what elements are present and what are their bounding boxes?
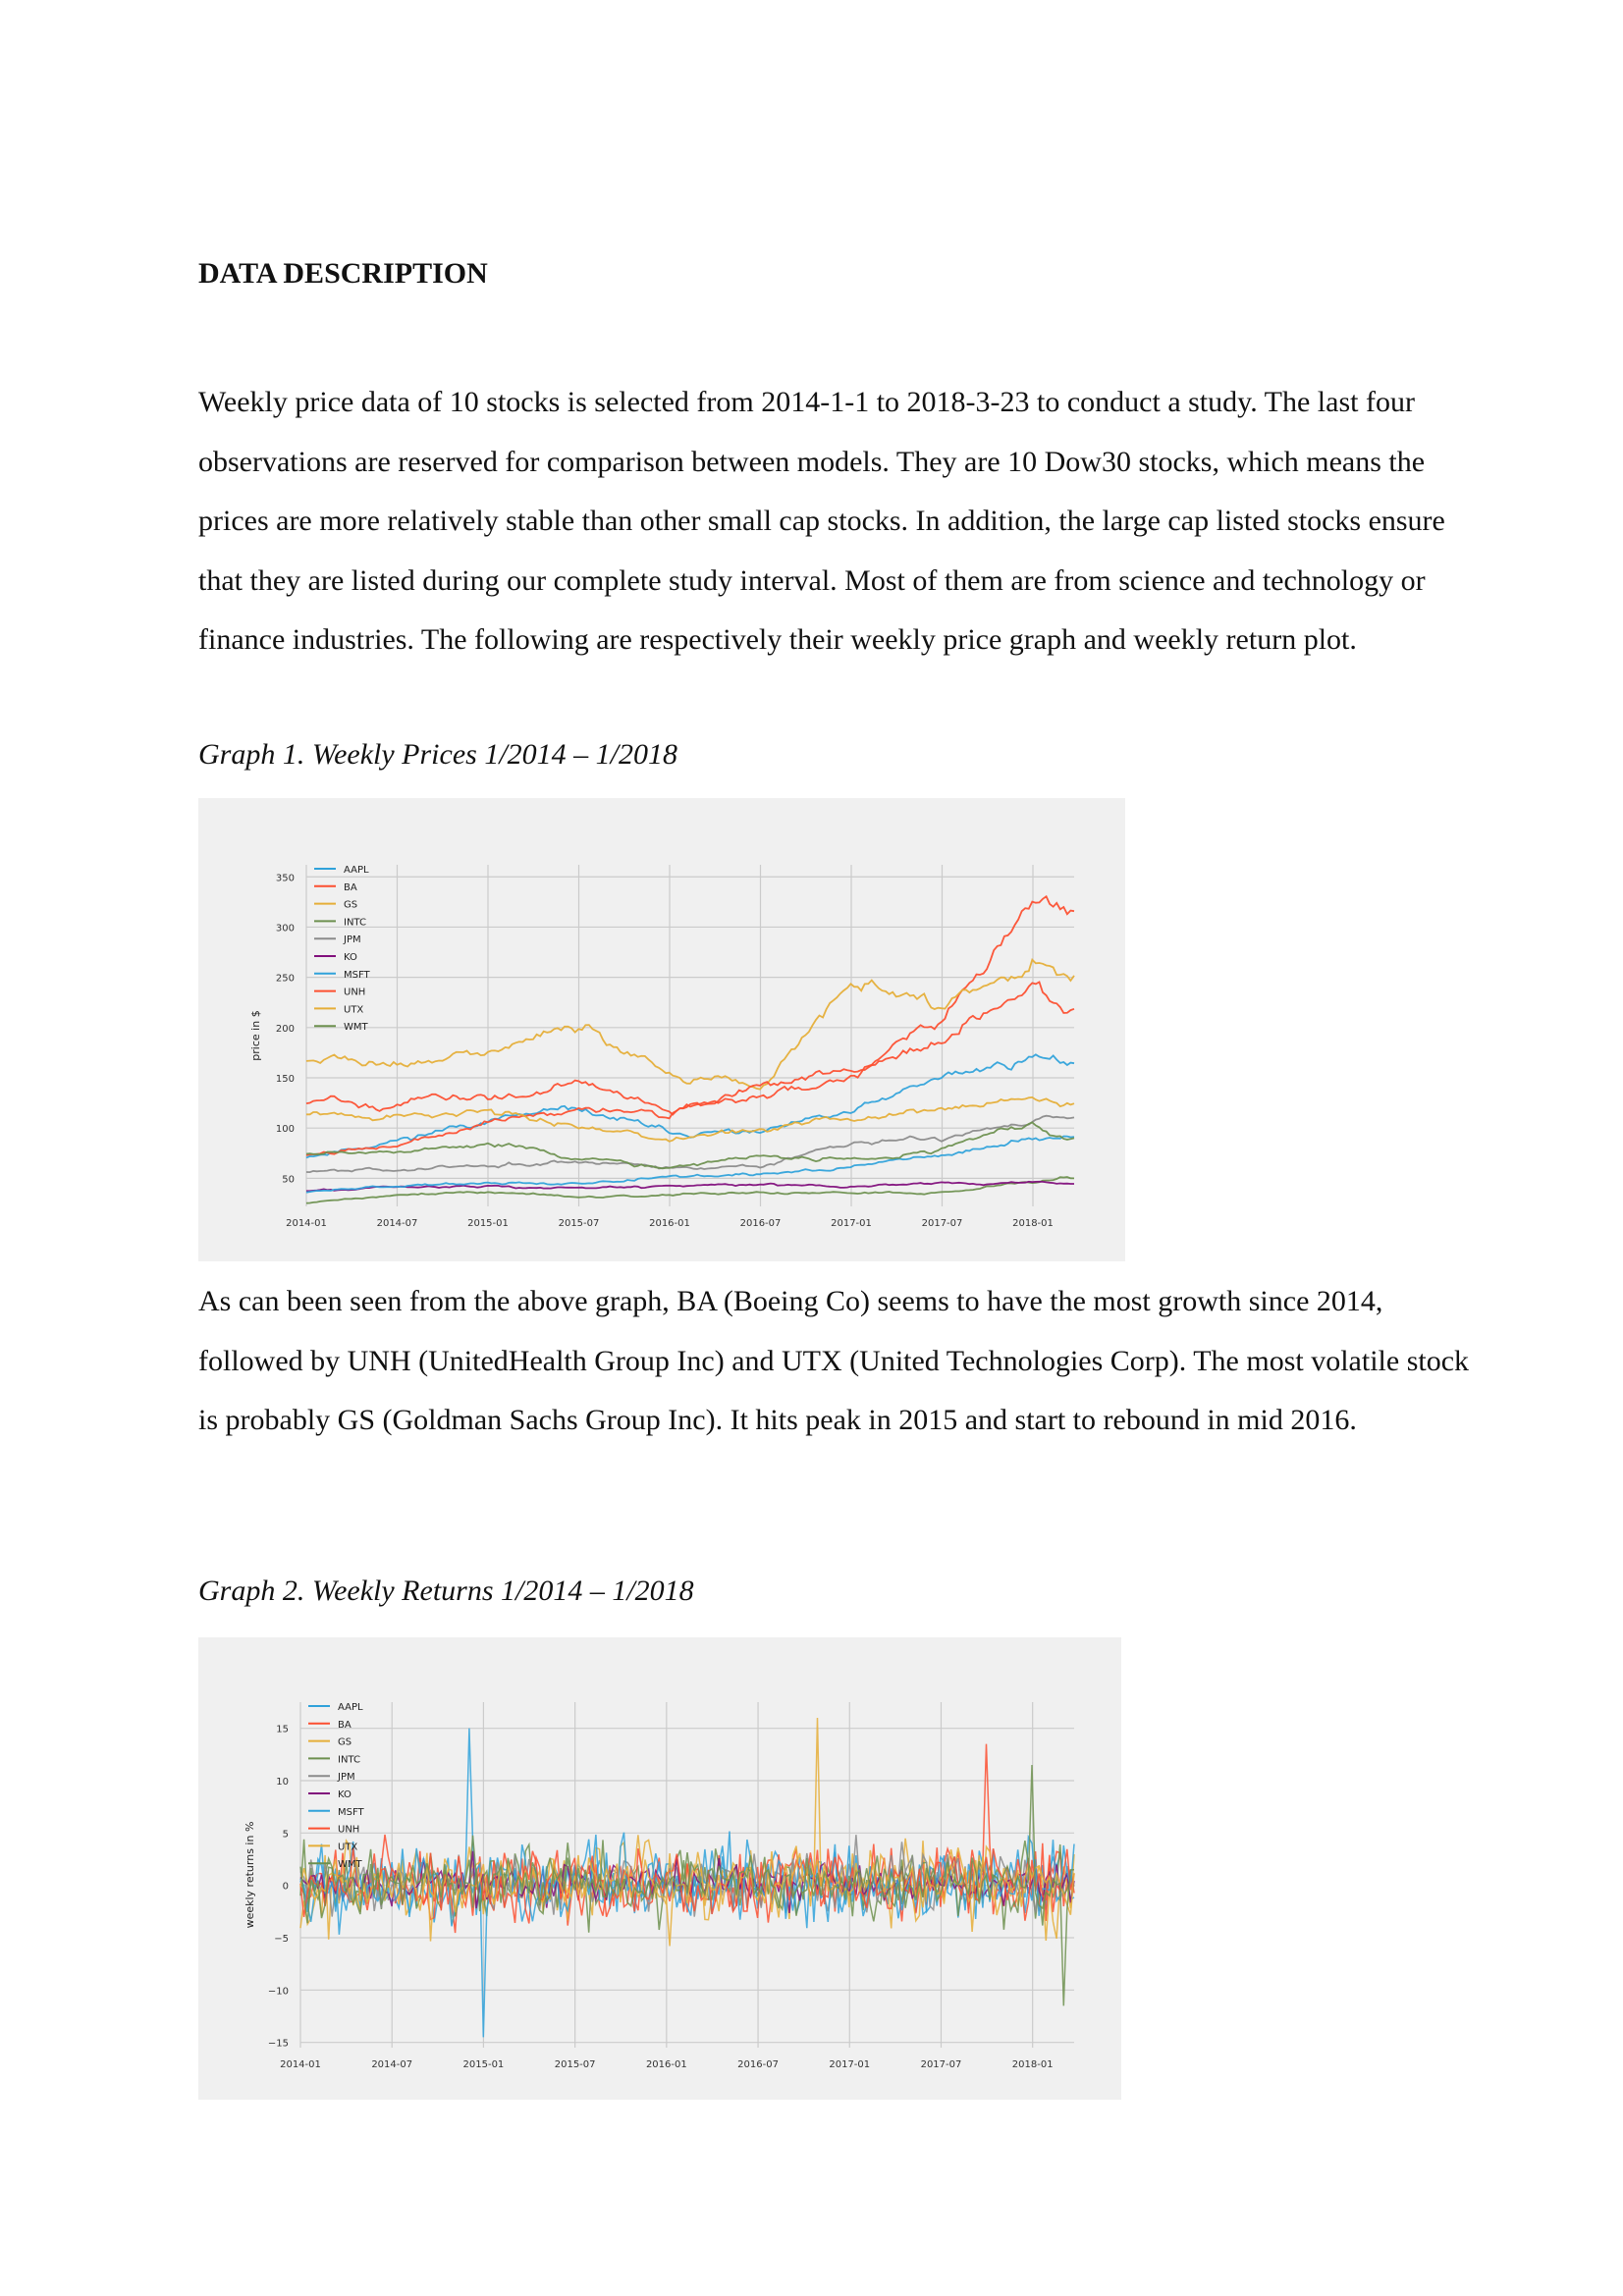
y-tick-label: 5 xyxy=(283,1829,289,1840)
x-tick-label: 2016-01 xyxy=(646,2059,687,2070)
weekly-prices-chart: 2014-01 2014-07 2015-01 2015-07 2016-01 2016-… xyxy=(198,798,1125,1261)
weekly-prices-svg: 2014-01 2014-07 2015-01 2015-07 2016-01 2016-… xyxy=(249,865,1075,1229)
x-tick-label: 2017-07 xyxy=(921,2059,962,2070)
x-tick-label: 2018-01 xyxy=(1012,1218,1054,1229)
series-line-jpm xyxy=(305,1114,1075,1174)
series-line-ko xyxy=(306,1180,1074,1193)
y-tick-label: −15 xyxy=(268,2039,289,2050)
x-tick-label: 2015-01 xyxy=(467,1218,509,1229)
legend-label-intc: INTC xyxy=(344,917,366,928)
legend-label-ko: KO xyxy=(344,952,357,963)
y-tick-label: −10 xyxy=(268,1986,289,1997)
y-tick-label: 10 xyxy=(276,1777,289,1788)
series-line-unh xyxy=(305,981,1075,1156)
legend-label-unh: UNH xyxy=(344,988,365,998)
graph2-caption: Graph 2. Weekly Returns 1/2014 – 1/2018 xyxy=(198,1575,694,1607)
weekly-returns-svg: 2014-01 2014-07 2015-01 2015-07 2016-01 2016-… xyxy=(243,1702,1075,2070)
x-tick-label: 2015-01 xyxy=(463,2059,505,2070)
legend-label-aapl: AAPL xyxy=(344,865,369,876)
x-tick-label: 2014-07 xyxy=(371,2059,412,2070)
legend-label-ko: KO xyxy=(338,1789,352,1800)
legend-label-gs: GS xyxy=(338,1737,352,1748)
y-axis-label: weekly returns in % xyxy=(243,1822,256,1929)
legend-label-gs: GS xyxy=(344,900,357,911)
x-tick-label: 2014-07 xyxy=(377,1218,418,1229)
series-line-wmt xyxy=(305,1121,1075,1170)
x-tick-label: 2015-07 xyxy=(559,1218,600,1229)
legend-label-unh: UNH xyxy=(338,1825,359,1836)
y-tick-label: 300 xyxy=(276,923,295,934)
analysis-paragraph: As can been seen from the above graph, B… xyxy=(198,1285,1470,1436)
legend-label-ba: BA xyxy=(344,882,357,893)
y-tick-label: 200 xyxy=(276,1024,295,1035)
legend-label-msft: MSFT xyxy=(344,970,371,981)
x-tick-label: 2017-01 xyxy=(829,2059,870,2070)
legend-label-intc: INTC xyxy=(338,1754,360,1765)
weekly-returns-chart: 2014-01 2014-07 2015-01 2015-07 2016-01 2016-… xyxy=(198,1637,1121,2100)
legend-label-wmt: WMT xyxy=(344,1022,369,1033)
series-line-ba xyxy=(305,894,1075,1116)
legend-label-utx: UTX xyxy=(338,1842,357,1852)
x-tick-label: 2017-07 xyxy=(922,1218,963,1229)
x-tick-label: 2014-01 xyxy=(280,2059,321,2070)
x-tick-label: 2016-07 xyxy=(737,2059,779,2070)
series-line-utx xyxy=(299,1852,1075,1915)
y-tick-label: −5 xyxy=(274,1934,289,1945)
x-tick-label: 2016-01 xyxy=(649,1218,690,1229)
y-tick-label: 100 xyxy=(276,1124,295,1135)
graph1-caption: Graph 1. Weekly Prices 1/2014 – 1/2018 xyxy=(198,738,677,771)
x-tick-label: 2014-01 xyxy=(286,1218,327,1229)
x-tick-label: 2015-07 xyxy=(555,2059,596,2070)
series-line-gs xyxy=(305,958,1075,1091)
series-line-utx xyxy=(306,1095,1075,1143)
y-tick-label: 50 xyxy=(282,1174,295,1185)
y-axis-label: price in $ xyxy=(249,1010,262,1060)
series-line-wmt xyxy=(299,1764,1075,2006)
intro-paragraph: Weekly price data of 10 stocks is select… xyxy=(198,386,1445,656)
y-tick-label: 250 xyxy=(276,974,295,985)
legend-label-wmt: WMT xyxy=(338,1859,363,1870)
legend-label-jpm: JPM xyxy=(337,1772,355,1783)
y-tick-label: 350 xyxy=(276,873,295,883)
x-tick-label: 2017-01 xyxy=(831,1218,872,1229)
legend-label-jpm: JPM xyxy=(343,934,361,945)
section-heading: DATA DESCRIPTION xyxy=(198,257,488,290)
y-tick-label: 15 xyxy=(276,1725,289,1735)
series-line-intc xyxy=(305,1176,1075,1204)
legend-label-ba: BA xyxy=(338,1720,352,1731)
legend-label-msft: MSFT xyxy=(338,1807,365,1818)
x-tick-label: 2016-07 xyxy=(740,1218,782,1229)
x-tick-label: 2018-01 xyxy=(1012,2059,1054,2070)
y-tick-label: 0 xyxy=(283,1882,289,1893)
y-tick-label: 150 xyxy=(276,1074,295,1085)
legend-label-aapl: AAPL xyxy=(338,1702,363,1713)
series-line-msft xyxy=(305,1135,1075,1194)
legend-label-utx: UTX xyxy=(344,1004,363,1015)
